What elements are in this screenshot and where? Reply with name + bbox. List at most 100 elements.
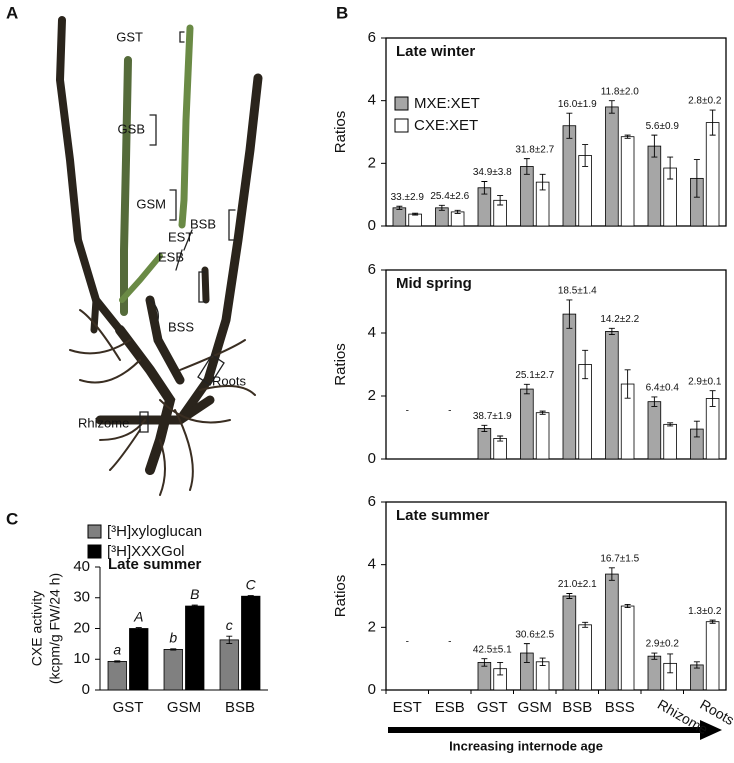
- error-bar: [412, 212, 419, 216]
- error-bar: [539, 173, 546, 191]
- group-annotation: 14.2±2.2: [600, 314, 639, 325]
- y-tick-label: 4: [368, 324, 376, 341]
- error-bar: [497, 195, 504, 206]
- group-annotation: 16.0±1.9: [558, 99, 597, 110]
- y-axis-label: Ratios: [332, 343, 349, 386]
- bar: [535, 412, 550, 460]
- legend-swatch: [394, 118, 409, 133]
- group-annotation: 16.7±1.5: [600, 553, 639, 564]
- x-tick-label: GSM: [518, 699, 552, 716]
- bar: [562, 125, 577, 227]
- panel-label: C: [6, 509, 18, 528]
- y-axis-label: CXE activity: [29, 591, 45, 666]
- bar: [705, 621, 720, 691]
- bar-letter: B: [190, 586, 199, 602]
- age-arrow-head: [700, 720, 722, 740]
- group-annotation: 30.6±2.5: [515, 629, 554, 640]
- error-bar: [693, 159, 700, 198]
- bar: [605, 106, 619, 227]
- x-tick-label: GST: [113, 699, 144, 716]
- photo-label: GSB: [118, 121, 145, 136]
- x-tick-label: ESB: [435, 699, 465, 716]
- error-bar: [497, 435, 504, 442]
- group-annotation: 2.8±0.2: [688, 96, 722, 107]
- error-bar: [651, 396, 658, 407]
- bar: [647, 401, 662, 460]
- bar: [392, 207, 407, 227]
- error-bar: [396, 205, 403, 210]
- legend-swatch: [87, 544, 102, 559]
- photo-label: Rhizome: [78, 415, 129, 430]
- bar: [647, 655, 662, 691]
- group-annotation: 42.5±5.1: [473, 644, 512, 655]
- y-tick-label: 0: [368, 450, 376, 467]
- photo-label: EST: [168, 229, 193, 244]
- y-tick-label: 40: [73, 558, 90, 575]
- bar: [620, 605, 635, 691]
- legend-label: [³H]xyloglucan: [107, 523, 202, 540]
- error-bar: [247, 595, 254, 598]
- bar: [562, 313, 577, 460]
- x-tick-label: GST: [477, 699, 508, 716]
- y-axis-label: Ratios: [332, 575, 349, 618]
- bar-letter: c: [226, 617, 233, 633]
- error-bar: [709, 619, 716, 624]
- group-annotation: 31.8±2.7: [515, 144, 554, 155]
- error-bar: [566, 299, 573, 329]
- x-tick-label: EST: [393, 699, 422, 716]
- plot-frame: [385, 501, 727, 691]
- y-tick-label: 20: [73, 619, 90, 636]
- chart-title: Late summer: [108, 556, 202, 573]
- x-tick-label: BSB: [562, 699, 592, 716]
- y-tick-label: 4: [368, 92, 376, 109]
- y-tick-label: 10: [73, 650, 90, 667]
- bar: [493, 438, 507, 460]
- group-annotation: 2.9±0.2: [646, 639, 680, 650]
- y-tick-label: 2: [368, 618, 376, 635]
- bar-letter: b: [169, 629, 177, 645]
- photo-label: BSB: [190, 216, 216, 231]
- error-bar: [693, 420, 700, 438]
- y-axis-label: (kcpm/g FW/24 h): [47, 573, 63, 684]
- bar: [647, 145, 662, 227]
- group-annotation: 2.9±0.1: [688, 376, 722, 387]
- group-annotation: 25.4±2.6: [430, 191, 469, 202]
- y-axis-label: Ratios: [332, 111, 349, 154]
- y-tick-label: 0: [368, 681, 376, 698]
- bar: [605, 331, 619, 460]
- bar: [163, 649, 183, 691]
- bar-letter: a: [113, 641, 121, 657]
- error-bar: [624, 604, 631, 609]
- error-bar: [582, 621, 589, 628]
- photo-label: GSM: [136, 196, 166, 211]
- bar: [219, 639, 239, 691]
- y-tick-label: 2: [368, 154, 376, 171]
- bar: [520, 388, 534, 460]
- error-bar: [454, 209, 461, 214]
- group-annotation: -: [448, 637, 451, 648]
- group-annotation: 38.7±1.9: [473, 411, 512, 422]
- bar: [605, 573, 619, 691]
- error-bar: [709, 109, 716, 136]
- error-bar: [651, 652, 658, 660]
- y-tick-label: 6: [368, 493, 376, 510]
- y-tick-label: 6: [368, 261, 376, 278]
- error-bar: [191, 604, 198, 608]
- y-tick-label: 0: [82, 681, 90, 698]
- bar: [450, 211, 465, 227]
- error-bar: [226, 635, 233, 645]
- bar-letter: C: [246, 576, 257, 592]
- bar: [705, 122, 720, 227]
- x-tick-label: BSB: [225, 699, 255, 716]
- error-bar: [539, 657, 546, 667]
- error-bar: [608, 100, 615, 114]
- error-bar: [497, 661, 504, 676]
- error-bar: [438, 204, 445, 211]
- chart-title: Mid spring: [396, 275, 472, 292]
- y-tick-label: 0: [368, 217, 376, 234]
- legend-swatch: [87, 524, 102, 539]
- bar: [520, 166, 534, 227]
- panel-label: B: [336, 3, 348, 22]
- error-bar: [481, 424, 488, 433]
